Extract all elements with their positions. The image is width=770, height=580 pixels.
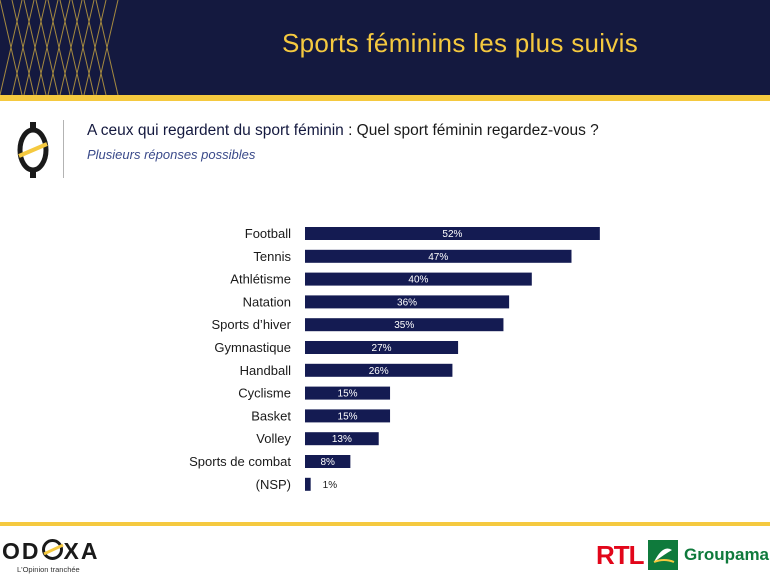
page-title: Sports féminins les plus suivis: [281, 28, 639, 58]
bar: [305, 272, 532, 286]
header-banner: Sports féminins les plus suivis: [0, 0, 770, 95]
value-label: 13%: [332, 434, 352, 445]
category-label: Natation: [243, 294, 291, 309]
odoxa-tagline: L'Opinion tranchée: [17, 565, 80, 574]
category-label: Sports d’hiver: [212, 317, 292, 332]
category-label: (NSP): [256, 477, 291, 492]
value-label: 40%: [408, 275, 428, 286]
bar: [305, 477, 311, 491]
question-note: Plusieurs réponses possibles: [87, 147, 256, 162]
category-label: Athlétisme: [230, 272, 291, 287]
category-label: Handball: [240, 363, 291, 378]
odoxa-logo: OD XA: [2, 538, 99, 565]
question-divider: [63, 120, 64, 178]
category-label: Cyclisme: [238, 386, 291, 401]
category-label: Tennis: [253, 249, 291, 264]
odoxa-logo-part1: OD: [2, 538, 41, 564]
bar: [305, 432, 379, 446]
header-divider: [0, 95, 770, 101]
bar: [305, 455, 351, 468]
value-label: 27%: [372, 343, 392, 354]
value-label: 15%: [338, 389, 358, 400]
category-label: Gymnastique: [214, 340, 291, 355]
bar: [305, 386, 391, 400]
category-label: Volley: [256, 431, 291, 446]
groupama-leaf-icon: [648, 540, 678, 570]
bar: [305, 318, 504, 332]
value-label: 35%: [394, 320, 414, 331]
value-label: 15%: [338, 411, 358, 422]
bar: [305, 295, 510, 309]
bar-chart: Football 52% Tennis 47% Athlétisme 40% Natatio…: [189, 226, 600, 492]
question-lead: A ceux qui regardent du sport féminin: [87, 122, 344, 139]
rtl-logo: RTL: [596, 540, 645, 570]
odoxa-emblem-icon: [17, 122, 49, 178]
decorative-pattern: [0, 0, 119, 95]
bar: [305, 363, 453, 377]
groupama-logo: Groupama: [684, 545, 770, 564]
question-body: : Quel sport féminin regardez-vous ?: [343, 122, 599, 139]
odoxa-logo-o-icon: [41, 539, 63, 560]
bar: [305, 227, 600, 240]
bar: [305, 341, 459, 354]
value-label: 1%: [323, 480, 338, 491]
value-label: 52%: [442, 229, 462, 240]
bar: [305, 409, 391, 423]
category-label: Basket: [251, 408, 291, 423]
odoxa-logo-part2: XA: [63, 538, 100, 564]
value-label: 36%: [397, 297, 417, 308]
category-label: Football: [245, 226, 291, 241]
bar: [305, 249, 572, 263]
value-label: 47%: [428, 252, 448, 263]
category-label: Sports de combat: [189, 454, 291, 469]
question-text: A ceux qui regardent du sport féminin : …: [87, 122, 599, 140]
value-label: 8%: [320, 457, 335, 468]
footer-divider: [0, 522, 770, 526]
value-label: 26%: [369, 366, 389, 377]
